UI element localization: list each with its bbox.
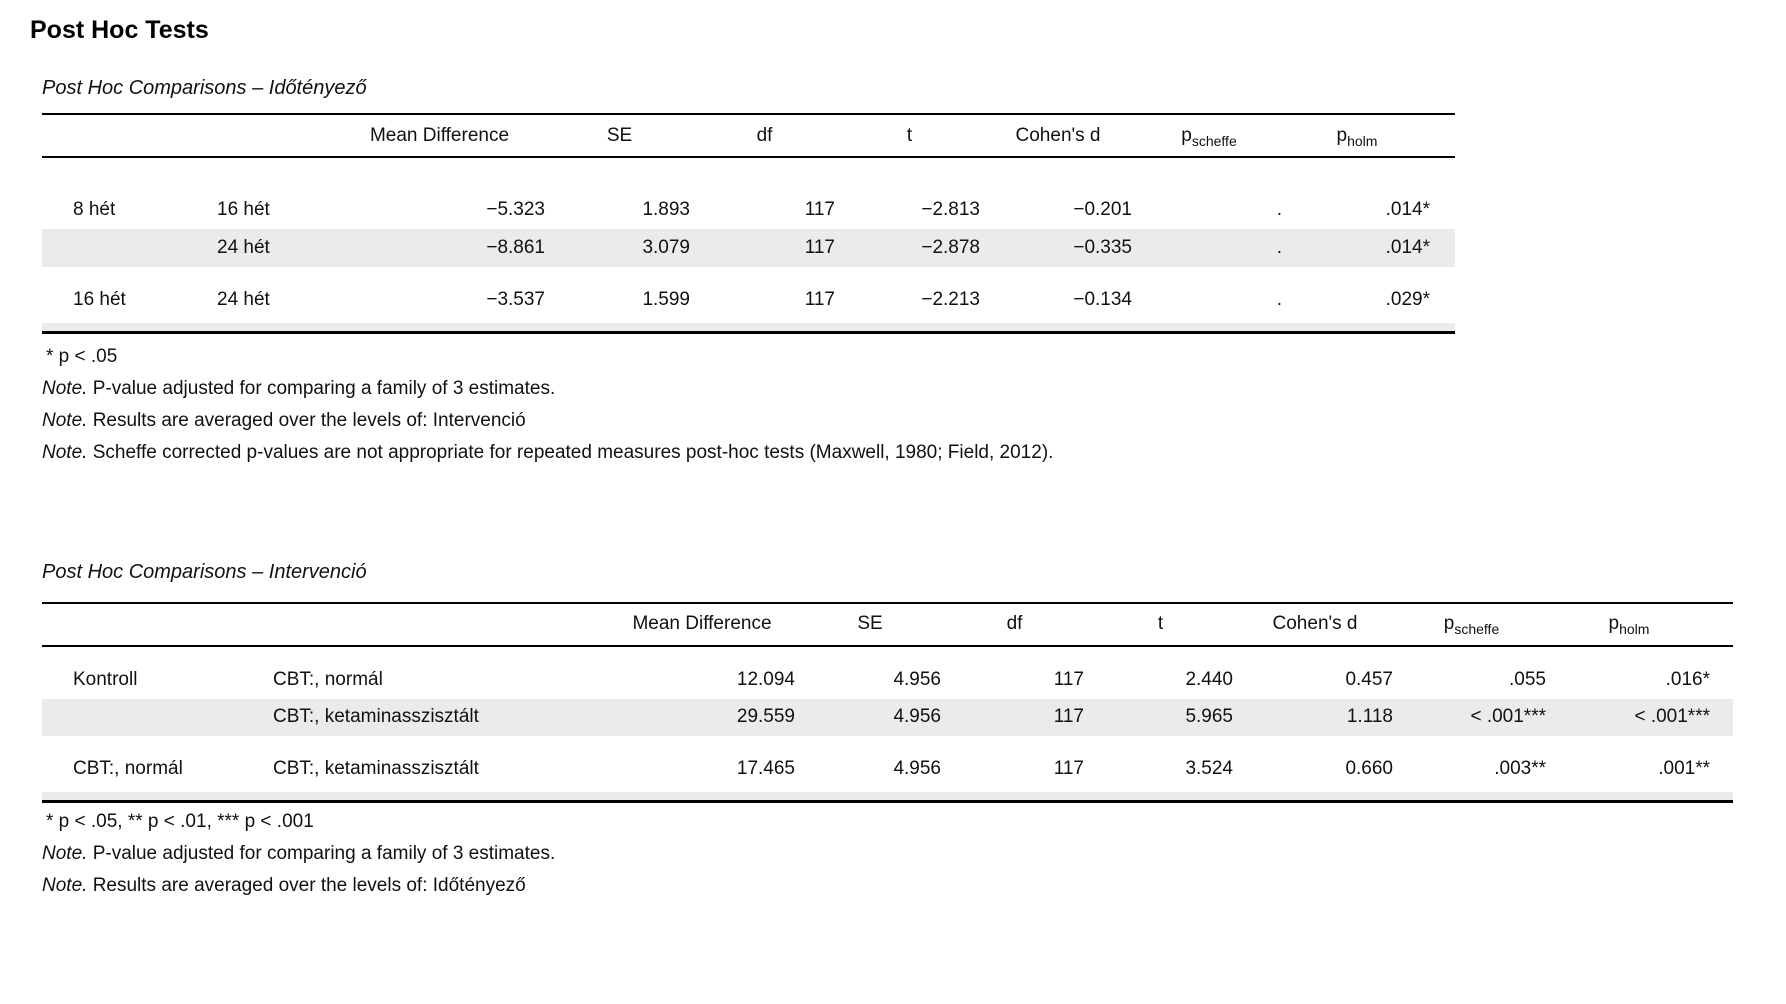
table-cell: −2.813	[921, 199, 980, 220]
table-cell: 4.956	[893, 669, 941, 690]
table-cell: 2.440	[1185, 669, 1233, 690]
table-cell: −3.537	[486, 289, 545, 310]
table-cell: .	[1134, 229, 1284, 267]
row-spacer	[42, 267, 1455, 281]
table-cell: 117	[804, 199, 835, 220]
significance-legend: * p < .05, ** p < .01, *** p < .001	[46, 811, 314, 832]
table-cell: −0.201	[1073, 199, 1132, 220]
table-cell: .	[1276, 199, 1282, 220]
table-row: CBT:, normál CBT:, ketaminasszisztált 17…	[42, 751, 1733, 788]
table-cell: 1.599	[642, 289, 690, 310]
table-cell: .003**	[1494, 758, 1546, 779]
table-cell: CBT:, normál	[273, 669, 383, 690]
table-cell: 3.079	[547, 229, 692, 267]
row-spacer	[42, 736, 1733, 751]
table-cell: 0.457	[1345, 669, 1393, 690]
table-cell: −2.878	[837, 229, 982, 267]
table-cell: −0.134	[1073, 289, 1132, 310]
table-cell: CBT:, ketaminasszisztált	[273, 758, 479, 779]
row-stripe	[42, 791, 1733, 802]
col-header-mean-difference: Mean Difference	[632, 613, 772, 634]
table-cell: 16 hét	[217, 199, 270, 220]
table-cell: 12.094	[736, 669, 795, 690]
col-header-empty	[42, 114, 182, 157]
table-cell: −8.861	[332, 229, 547, 267]
table-cell: 117	[1053, 758, 1084, 779]
table-cell: .	[1276, 289, 1282, 310]
table-cell	[42, 229, 182, 267]
table-cell: 4.956	[797, 698, 943, 736]
col-header-df: df	[1006, 613, 1023, 634]
table-cell: 4.956	[893, 758, 941, 779]
col-header-t: t	[906, 124, 913, 146]
table-cell: 117	[1053, 669, 1084, 690]
col-header-t: t	[1157, 613, 1164, 634]
table-cell: 3.524	[1185, 758, 1233, 779]
table-cell: .014*	[1284, 229, 1455, 267]
table-cell	[42, 698, 242, 736]
table-cell: 0.660	[1345, 758, 1393, 779]
table-row: 8 hét 16 hét −5.323 1.893 117 −2.813 −0.…	[42, 191, 1455, 229]
table-row: CBT:, ketaminasszisztált 29.559 4.956 11…	[42, 698, 1733, 736]
table-cell: .001**	[1658, 758, 1710, 779]
table-cell: 17.465	[736, 758, 795, 779]
table1-caption: Post Hoc Comparisons – Időtényező	[42, 77, 367, 99]
table-cell: 1.118	[1235, 698, 1395, 736]
col-header-p-holm: pholm	[1336, 124, 1378, 149]
posthoc-table-intervencio: Mean Difference SE df t Cohen's d pschef…	[42, 601, 1733, 803]
col-header-empty	[182, 114, 332, 157]
col-header-cohens-d: Cohen's d	[1272, 613, 1358, 634]
col-header-df: df	[756, 124, 773, 146]
row-spacer	[42, 157, 1455, 191]
table-cell: 24 hét	[182, 229, 332, 267]
table-cell: 117	[804, 289, 835, 310]
header-row: Mean Difference SE df t Cohen's d pschef…	[42, 114, 1455, 157]
page-title: Post Hoc Tests	[30, 16, 209, 44]
table-cell: 1.893	[642, 199, 690, 220]
table2-caption: Post Hoc Comparisons – Intervenció	[42, 560, 367, 583]
significance-legend: * p < .05	[46, 345, 118, 367]
table-cell: −5.323	[486, 199, 545, 220]
col-header-empty	[42, 603, 242, 646]
table-row: Kontroll CBT:, normál 12.094 4.956 117 2…	[42, 662, 1733, 699]
table-note: Note. P-value adjusted for comparing a f…	[42, 377, 556, 399]
col-header-mean-difference: Mean Difference	[369, 124, 510, 146]
table-note: Note. Results are averaged over the leve…	[42, 409, 526, 431]
table-cell: CBT:, normál	[73, 758, 183, 779]
col-header-cohens-d: Cohen's d	[1015, 124, 1101, 146]
table-cell: .055	[1509, 669, 1546, 690]
header-row: Mean Difference SE df t Cohen's d pschef…	[42, 603, 1733, 646]
table-row: 16 hét 24 hét −3.537 1.599 117 −2.213 −0…	[42, 281, 1455, 319]
table-row: 24 hét −8.861 3.079 117 −2.878 −0.335 . …	[42, 229, 1455, 267]
col-header-se: SE	[857, 613, 883, 634]
table-cell: < .001***	[1548, 698, 1733, 736]
col-header-p-scheffe: pscheffe	[1443, 613, 1500, 637]
table-note: Note. Results are averaged over the leve…	[42, 875, 526, 896]
col-header-se: SE	[606, 124, 633, 146]
table-note: Note. P-value adjusted for comparing a f…	[42, 843, 556, 864]
table-cell: 8 hét	[73, 199, 116, 220]
table-cell: 16 hét	[73, 289, 126, 310]
posthoc-table-idotenyezo: Mean Difference SE df t Cohen's d pschef…	[42, 113, 1455, 334]
col-header-p-holm: pholm	[1608, 613, 1650, 637]
table-cell: −0.335	[982, 229, 1134, 267]
table-note: Note. Scheffe corrected p-values are not…	[42, 441, 1054, 463]
table-cell: .029*	[1385, 289, 1430, 310]
table-cell: CBT:, ketaminasszisztált	[242, 698, 607, 736]
table-cell: .016*	[1665, 669, 1710, 690]
row-spacer	[42, 646, 1733, 662]
table-cell: .014*	[1385, 199, 1430, 220]
col-header-empty	[242, 603, 607, 646]
table-cell: 117	[692, 229, 837, 267]
table-cell: Kontroll	[73, 669, 138, 690]
table-cell: 5.965	[1086, 698, 1235, 736]
table-cell: 117	[943, 698, 1086, 736]
table-cell: 24 hét	[217, 289, 270, 310]
table-cell: −2.213	[921, 289, 980, 310]
table-cell: 29.559	[607, 698, 797, 736]
col-header-p-scheffe: pscheffe	[1181, 124, 1237, 149]
row-stripe	[42, 323, 1455, 332]
table-cell: < .001***	[1395, 698, 1548, 736]
